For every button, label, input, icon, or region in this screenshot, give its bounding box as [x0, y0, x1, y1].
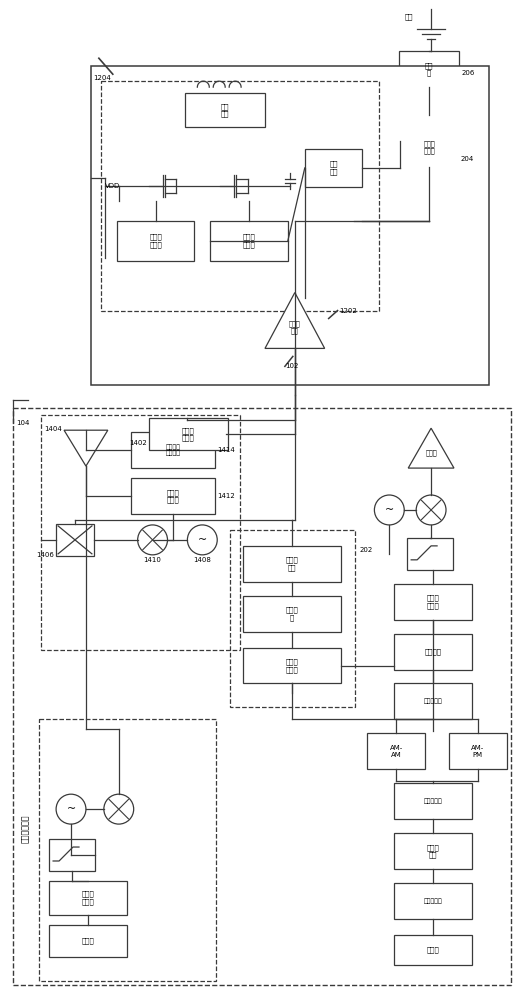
Text: 幂级运算器: 幂级运算器	[424, 898, 442, 904]
Text: 发射机: 发射机	[425, 450, 437, 456]
Bar	[39, 719, 216, 981]
Polygon shape	[265, 293, 325, 348]
Bar	[186, 93, 265, 127]
Text: 1406: 1406	[36, 552, 54, 558]
Text: 基带器: 基带器	[427, 946, 439, 953]
Circle shape	[187, 525, 217, 555]
Polygon shape	[64, 430, 108, 466]
Text: 1412: 1412	[217, 493, 235, 499]
Text: 104: 104	[16, 420, 30, 426]
Text: 均衡电路: 均衡电路	[425, 648, 441, 655]
Text: 1408: 1408	[194, 557, 211, 563]
Bar	[230, 530, 355, 707]
Bar	[210, 221, 288, 261]
Bar	[49, 839, 95, 871]
Bar	[394, 883, 472, 919]
Text: 模数转
换电路: 模数转 换电路	[82, 891, 94, 905]
Bar	[49, 881, 127, 915]
Bar	[394, 584, 472, 620]
Bar	[449, 733, 507, 769]
Text: 耦合
器: 耦合 器	[425, 62, 434, 76]
Text: 206: 206	[462, 70, 475, 76]
Text: 幂级运算器: 幂级运算器	[424, 798, 442, 804]
Text: VDD: VDD	[105, 183, 120, 189]
Bar	[305, 149, 362, 187]
Bar	[394, 833, 472, 869]
Text: 模数转
换电路: 模数转 换电路	[167, 489, 179, 503]
Circle shape	[416, 495, 446, 525]
Bar	[49, 925, 127, 957]
Text: 反馈
网络: 反馈 网络	[329, 161, 338, 175]
Text: 数模转
换电路: 数模转 换电路	[427, 595, 439, 609]
Bar	[368, 733, 425, 769]
Bar	[149, 418, 228, 450]
Circle shape	[138, 525, 167, 555]
Text: 数模转
换电路: 数模转 换电路	[286, 658, 298, 673]
Text: 延迟电
路: 延迟电 路	[286, 607, 298, 621]
Bar	[243, 546, 340, 582]
Text: 调制器: 调制器	[82, 937, 94, 944]
Bar	[13, 408, 510, 985]
Text: 1410: 1410	[144, 557, 162, 563]
Bar	[394, 683, 472, 719]
Bar	[131, 432, 215, 468]
Polygon shape	[400, 115, 458, 167]
Text: 第二数字
控制电路: 第二数字 控制电路	[165, 444, 180, 456]
Bar	[394, 783, 472, 819]
Circle shape	[104, 794, 134, 824]
Text: AM-
PM: AM- PM	[471, 745, 484, 758]
Text: 1202: 1202	[339, 308, 357, 314]
Text: 线性放
大器: 线性放 大器	[289, 320, 301, 334]
Circle shape	[56, 794, 86, 824]
Text: 202: 202	[359, 547, 373, 553]
Bar	[394, 634, 472, 670]
Text: ~: ~	[198, 535, 207, 545]
Text: 射频功
放电路: 射频功 放电路	[423, 140, 435, 154]
Bar	[399, 51, 459, 87]
Bar	[407, 538, 453, 570]
Text: 增益控
制电路: 增益控 制电路	[182, 427, 195, 441]
Text: 1404: 1404	[44, 426, 62, 432]
Text: 参数提
取器: 参数提 取器	[427, 844, 439, 858]
Text: 天线: 天线	[405, 13, 414, 20]
Bar	[101, 81, 379, 311]
Bar	[91, 66, 489, 385]
Text: 102: 102	[285, 363, 298, 369]
Bar	[394, 935, 472, 965]
Text: 射频收发信机: 射频收发信机	[21, 815, 30, 843]
Bar	[131, 478, 215, 514]
Text: 采样比
较电路: 采样比 较电路	[243, 234, 255, 248]
Polygon shape	[408, 428, 454, 468]
Text: 1204: 1204	[93, 75, 111, 81]
Text: 查找表
电路: 查找表 电路	[286, 557, 298, 571]
Bar	[56, 524, 94, 556]
Text: 幂级运算器: 幂级运算器	[424, 699, 442, 704]
Text: 1414: 1414	[217, 447, 235, 453]
Bar	[117, 221, 195, 261]
Bar	[243, 648, 340, 683]
Text: 驱动控
制电路: 驱动控 制电路	[149, 234, 162, 248]
Text: AM-
AM: AM- AM	[390, 745, 403, 758]
Text: 204: 204	[461, 156, 474, 162]
Circle shape	[374, 495, 404, 525]
Text: ~: ~	[385, 505, 394, 515]
Bar	[243, 596, 340, 632]
Bar	[41, 415, 240, 650]
Text: 1402: 1402	[129, 440, 146, 446]
Text: ~: ~	[66, 804, 76, 814]
Text: 功率
电感: 功率 电感	[221, 103, 230, 117]
